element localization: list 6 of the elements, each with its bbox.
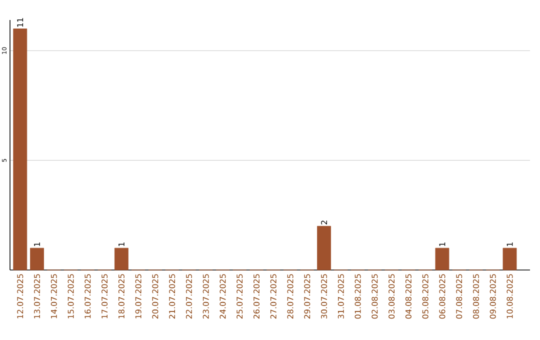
bar: [317, 226, 331, 270]
bar: [502, 248, 517, 270]
bar: [30, 248, 44, 270]
bar: [435, 248, 450, 270]
bar: [114, 248, 128, 270]
bar: [13, 28, 28, 270]
